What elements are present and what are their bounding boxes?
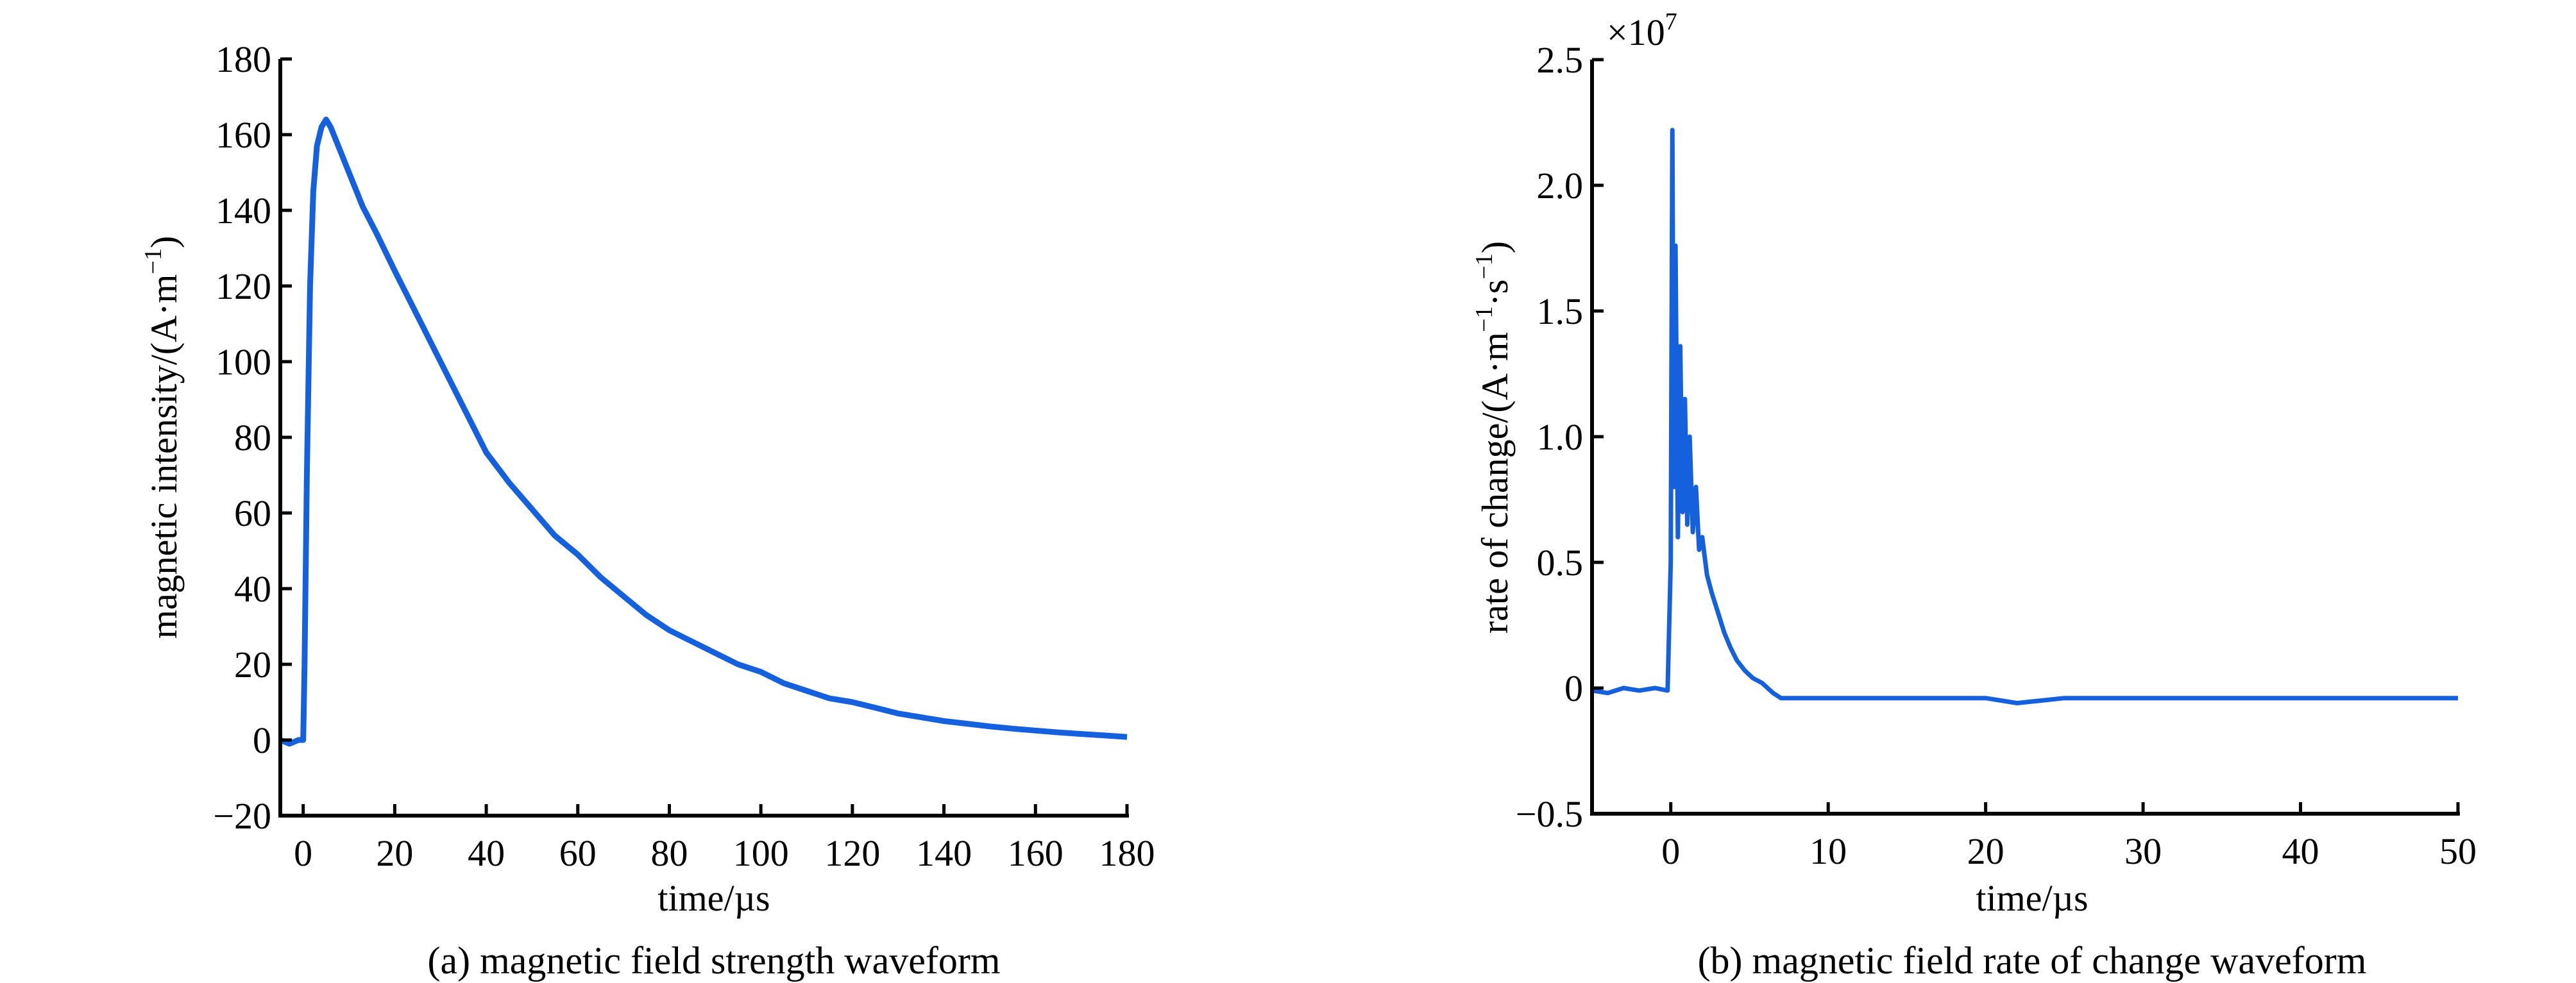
panel-b-scale-label: ×107 bbox=[1607, 8, 1677, 53]
panel-b-y-tick-label: −0.5 bbox=[1516, 793, 1583, 835]
panel-b-y-ticks: −0.5 0 0.5 1.0 1.5 2.0 2.5 bbox=[1516, 39, 1604, 835]
panel-b-x-axis-title: time/µs bbox=[1976, 877, 2088, 919]
panel-a-y-axis-title-close: ) bbox=[143, 236, 185, 248]
panel-a-x-tick-label: 120 bbox=[824, 832, 880, 874]
panel-a-y-tick-label: 100 bbox=[216, 341, 271, 383]
panel-a-y-tick-label: 40 bbox=[234, 568, 271, 610]
panel-a-y-axis-title-sup: −1 bbox=[140, 248, 167, 274]
panel-a-y-tick-label: 80 bbox=[234, 417, 271, 458]
panel-b-series-line bbox=[1591, 128, 2458, 705]
panel-a-y-axis-title: magnetic intensity/(A·m−1) bbox=[140, 236, 185, 639]
panel-a-x-tick-label: 40 bbox=[468, 832, 505, 874]
panel-a-y-tick-label: 0 bbox=[253, 719, 271, 761]
panel-a: −20 0 20 40 60 80 100 120 140 160 180 0 20 40 60 80 100… bbox=[140, 38, 1155, 982]
panel-b-y-tick-label: 0 bbox=[1564, 668, 1583, 709]
panel-b-y-tick-label: 1.5 bbox=[1537, 290, 1584, 332]
panel-a-x-ticks: 0 20 40 60 80 100 120 140 160 180 bbox=[294, 804, 1155, 874]
panel-b-x-tick-label: 40 bbox=[2282, 830, 2319, 872]
panel-a-x-tick-label: 20 bbox=[376, 832, 413, 874]
panel-a-x-tick-label: 180 bbox=[1099, 832, 1155, 874]
panel-b-y-axis-title-main: rate of change/(A·m bbox=[1474, 332, 1516, 634]
panel-b-y-tick-label: 2.0 bbox=[1537, 165, 1584, 206]
panel-a-y-tick-label: 20 bbox=[234, 644, 271, 685]
panel-b-marks bbox=[1591, 128, 2459, 705]
panel-b-x-tick-label: 0 bbox=[1661, 830, 1680, 872]
panel-a-y-tick-label: 120 bbox=[216, 265, 271, 307]
panel-b-y-axis-title-sup2: −1 bbox=[1471, 253, 1498, 279]
panel-b-y-tick-label: 1.0 bbox=[1537, 416, 1584, 458]
panel-b-x-tick-label: 20 bbox=[1967, 830, 2004, 872]
panel-b-y-axis-title: rate of change/(A·m−1·s−1) bbox=[1471, 241, 1516, 634]
panel-a-marks bbox=[279, 116, 1128, 747]
panel-a-y-tick-label: 160 bbox=[216, 114, 271, 156]
panel-b: −0.5 0 0.5 1.0 1.5 2.0 2.5 0 10 20 30 40 50 ×107 ti… bbox=[1471, 8, 2477, 982]
panel-b-caption: (b) magnetic field rate of change wavefo… bbox=[1698, 939, 2367, 982]
panel-a-x-tick-label: 140 bbox=[916, 832, 972, 874]
panel-a-y-tick-label: 140 bbox=[216, 190, 271, 231]
panel-a-x-tick-label: 60 bbox=[559, 832, 597, 874]
panel-b-y-tick-label: 2.5 bbox=[1537, 39, 1584, 81]
panel-b-y-axis-title-sup1: −1 bbox=[1471, 307, 1498, 332]
panel-a-y-ticks: −20 0 20 40 60 80 100 120 140 160 180 bbox=[213, 38, 292, 837]
panel-a-x-tick-label: 100 bbox=[733, 832, 789, 874]
panel-a-caption: (a) magnetic field strength waveform bbox=[428, 939, 1001, 982]
panel-b-x-tick-label: 10 bbox=[1809, 830, 1847, 872]
panel-a-x-tick-label: 0 bbox=[294, 832, 312, 874]
panel-b-y-tick-label: 0.5 bbox=[1537, 542, 1584, 584]
panel-a-x-tick-label: 80 bbox=[650, 832, 688, 874]
panel-a-y-tick-label: 60 bbox=[234, 492, 271, 534]
panel-a-y-tick-label: 180 bbox=[216, 38, 271, 80]
panel-b-x-ticks: 0 10 20 30 40 50 bbox=[1661, 802, 2477, 872]
panel-b-scale-base: ×10 bbox=[1607, 12, 1665, 53]
panel-a-x-axis-title: time/µs bbox=[657, 877, 770, 919]
panel-a-y-axis-title-main: magnetic intensity/(A·m bbox=[143, 274, 185, 639]
panel-a-x-tick-label: 160 bbox=[1008, 832, 1063, 874]
panel-b-y-axis-title-close: ) bbox=[1474, 241, 1516, 253]
panel-b-scale-exp: 7 bbox=[1665, 8, 1677, 35]
panel-b-y-axis-title-mid: ·s bbox=[1474, 280, 1516, 307]
panel-b-x-tick-label: 30 bbox=[2124, 830, 2162, 872]
panel-b-x-tick-label: 50 bbox=[2439, 830, 2477, 872]
panel-a-series-line bbox=[279, 116, 1128, 747]
panel-a-y-tick-label: −20 bbox=[213, 795, 271, 837]
